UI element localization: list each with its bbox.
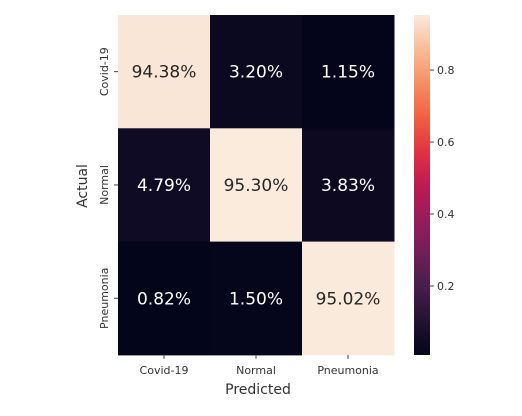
- colorbar-tick-label: 0.2: [437, 280, 455, 293]
- y-axis-label: Actual: [75, 164, 91, 208]
- heatmap-cell: [118, 128, 211, 243]
- x-tick-label: Normal: [236, 364, 276, 377]
- heatmap-cell-labels: 94.38% 3.20% 1.15% 4.79% 95.30% 3.83% 0.82% 1.5…: [132, 63, 381, 310]
- x-axis: Covid-19 Normal Pneumonia: [140, 354, 379, 377]
- cell-value-label: 3.83%: [321, 176, 375, 196]
- colorbar-tick-label: 0.8: [437, 64, 455, 77]
- cell-value-label: 4.79%: [137, 176, 191, 196]
- x-axis-label: Predicted: [225, 382, 291, 398]
- cell-value-label: 3.20%: [229, 63, 283, 83]
- heatmap-cell: [118, 241, 211, 356]
- cell-value-label: 1.50%: [229, 289, 283, 309]
- heatmap-cell: [210, 128, 303, 243]
- heatmap-cell: [302, 241, 395, 356]
- colorbar: [414, 15, 430, 355]
- y-tick-label: Pneumonia: [98, 268, 111, 329]
- heatmap-cell: [302, 128, 395, 243]
- y-axis: Covid-19 Normal Pneumonia: [98, 47, 118, 329]
- cell-value-label: 0.82%: [137, 289, 191, 309]
- colorbar-ticks: 0.2 0.4 0.6 0.8: [430, 64, 455, 293]
- heatmap-cell: [210, 241, 303, 356]
- x-tick-label: Pneumonia: [317, 364, 378, 377]
- cell-value-label: 94.38%: [132, 63, 197, 83]
- cell-value-label: 1.15%: [321, 63, 375, 83]
- heatmap-cell: [210, 15, 303, 129]
- heatmap-cell: [302, 15, 395, 129]
- cell-value-label: 95.02%: [316, 289, 381, 309]
- cell-value-label: 95.30%: [224, 176, 289, 196]
- colorbar-tick-label: 0.6: [437, 136, 455, 149]
- heatmap-cell: [118, 15, 211, 129]
- y-tick-label: Normal: [98, 165, 111, 205]
- colorbar-tick-label: 0.4: [437, 208, 455, 221]
- y-tick-label: Covid-19: [98, 47, 111, 96]
- heatmap-cells: [118, 15, 395, 356]
- x-tick-label: Covid-19: [140, 364, 189, 377]
